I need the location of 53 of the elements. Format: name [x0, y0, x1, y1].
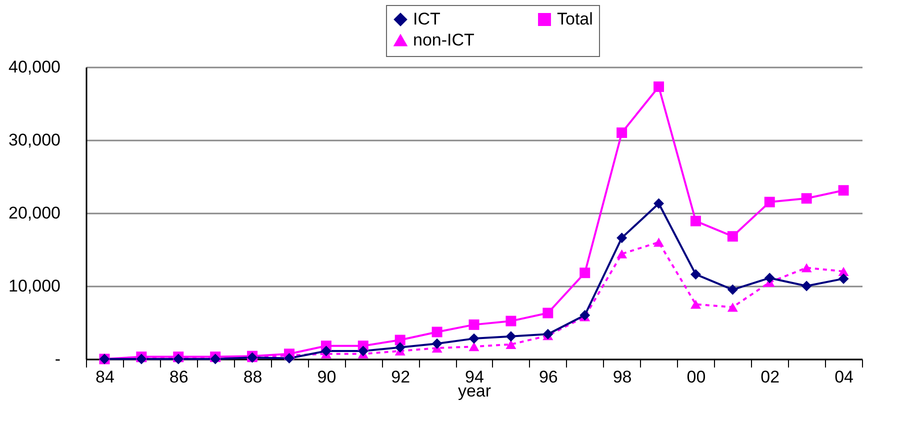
point: [727, 231, 738, 242]
point: [838, 185, 849, 196]
x-tick-label: 92: [391, 368, 410, 386]
point: [801, 193, 812, 204]
point: [616, 232, 628, 244]
point: [654, 198, 664, 209]
point: [506, 340, 516, 349]
point: [506, 331, 516, 342]
point: [580, 310, 590, 320]
legend-label: ICT: [413, 10, 440, 29]
point: [284, 353, 294, 364]
point: [542, 328, 554, 340]
point: [690, 216, 701, 226]
point: [394, 342, 406, 353]
point: [432, 326, 442, 338]
point: [468, 333, 480, 344]
point: [801, 263, 812, 272]
x-tick-label: 90: [317, 368, 336, 386]
point: [690, 269, 701, 280]
x-tick-label: 04: [834, 368, 854, 386]
point: [358, 346, 368, 356]
point: [432, 338, 442, 349]
x-tick-label: 84: [96, 368, 114, 386]
y-tick-label: 10,000: [8, 276, 60, 296]
x-tick-label: 88: [243, 368, 262, 386]
point: [616, 127, 628, 138]
point: [468, 319, 480, 330]
point: [690, 300, 701, 309]
x-tick-label: 00: [686, 368, 706, 386]
legend-label: non-ICT: [413, 30, 474, 50]
point: [654, 81, 664, 92]
point: [542, 308, 554, 318]
y-tick-label: 40,000: [8, 58, 60, 76]
x-tick-label: 02: [760, 368, 780, 386]
point: [838, 273, 849, 284]
point: [801, 280, 812, 292]
point: [727, 302, 738, 312]
point: [764, 272, 775, 284]
point: [580, 268, 590, 278]
y-tick-label: 30,000: [8, 130, 60, 150]
x-tick-label: 98: [612, 368, 632, 386]
point: [727, 284, 738, 295]
point: [320, 346, 332, 356]
y-tick-label: 20,000: [8, 204, 60, 222]
x-tick-label: 86: [169, 368, 188, 386]
legend-label: Total: [557, 10, 593, 29]
point: [764, 196, 775, 208]
x-tick-label: 96: [538, 368, 558, 386]
point: [506, 316, 516, 326]
point: [468, 342, 480, 352]
y-tick-label: -: [54, 350, 60, 368]
point: [616, 249, 628, 258]
point: [654, 238, 664, 247]
